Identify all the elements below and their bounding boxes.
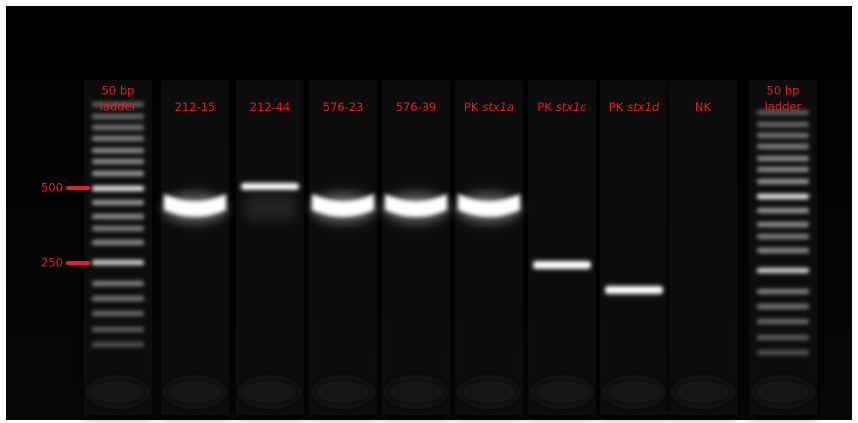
lane-label: 576-39 [396,100,437,114]
ladder-band [757,156,809,161]
ladder-band [757,194,809,199]
marker-label: 250 [41,256,63,270]
marker-line [66,186,90,190]
lane-label: ladder [765,100,802,114]
ladder-band [757,122,809,127]
gene-name: stx1a [482,100,514,114]
band [605,286,663,294]
gene-name: stx1d [627,100,660,114]
lane-label-text: PK [609,100,624,114]
well-glow [604,378,664,406]
ladder-band [92,186,144,191]
lane-shadow [600,80,668,415]
ladder-band [92,260,144,265]
band [241,183,299,190]
ladder-band [92,159,144,164]
ladder-band [92,136,144,141]
band [312,194,374,217]
lane-label: PK stx1a [464,100,514,114]
lane-label: ladder [100,100,137,114]
well-glow [673,378,733,406]
marker-label: 500 [41,181,63,195]
lane-shadow [749,80,817,415]
lane-shadow [455,80,523,415]
ladder-band [92,171,144,176]
lane-label-text: PK [464,100,479,114]
ladder-band [92,200,144,205]
lane-shadow [309,80,377,415]
ladder-band [757,167,809,172]
lane-label-text: 576-39 [396,100,437,114]
ladder-band [92,148,144,153]
lane-label: 212-44 [250,100,291,114]
ladder-band [757,222,809,227]
well-glow [386,378,446,406]
ladder-band [757,133,809,138]
lane-label: NK [695,100,712,114]
ladder-band [757,144,809,149]
lane-shadow [161,80,229,415]
band [385,194,447,217]
lane-shadow [382,80,450,415]
lane-label: PK stx1c [537,100,587,114]
ladder-band [92,327,144,332]
well-glow [532,378,592,406]
ladder-band [757,335,809,340]
ladder-band [757,234,809,239]
lane-label-text: 576-23 [323,100,364,114]
lane-shadow [669,80,737,415]
band-smear [245,195,295,220]
lane-shadow [236,80,304,415]
lane-label-text: PK [537,100,552,114]
bands [92,102,809,355]
ladder-band [757,319,809,324]
band [164,194,226,217]
well-glow [313,378,373,406]
ladder-band [757,248,809,253]
well-glow [88,378,148,406]
lane-label: 50 bp [102,84,135,98]
ladder-band [92,342,144,347]
gene-name: stx1c [556,100,588,114]
well-glow [165,378,225,406]
ladder-band [757,268,809,273]
ladder-band [757,350,809,355]
marker-line [66,261,90,265]
ladder-band [92,226,144,231]
ladder-band [757,304,809,309]
lane-label-text: NK [695,100,712,114]
well-glow [753,378,813,406]
lane-label-text: 212-44 [250,100,291,114]
ladder-band [92,240,144,245]
band [458,194,520,217]
ladder-band [92,102,144,107]
well-glow [240,378,300,406]
lane-label: PK stx1d [609,100,660,114]
ladder-band [757,208,809,213]
lane-shadow [528,80,596,415]
ladder-band [92,296,144,301]
lane-label: 576-23 [323,100,364,114]
ladder-band [92,214,144,219]
well-glow [459,378,519,406]
lane-label-text: 212-15 [175,100,216,114]
ladder-band [757,110,809,115]
ladder-band [92,114,144,119]
lane-label: 50 bp [767,84,800,98]
lane-label: 212-15 [175,100,216,114]
lane-shadow [84,80,152,415]
ladder-band [92,311,144,316]
ladder-band [757,179,809,184]
band [533,261,591,269]
ladder-band [757,289,809,294]
ladder-band [92,281,144,286]
lane-glow [84,80,817,415]
ladder-band [92,125,144,130]
